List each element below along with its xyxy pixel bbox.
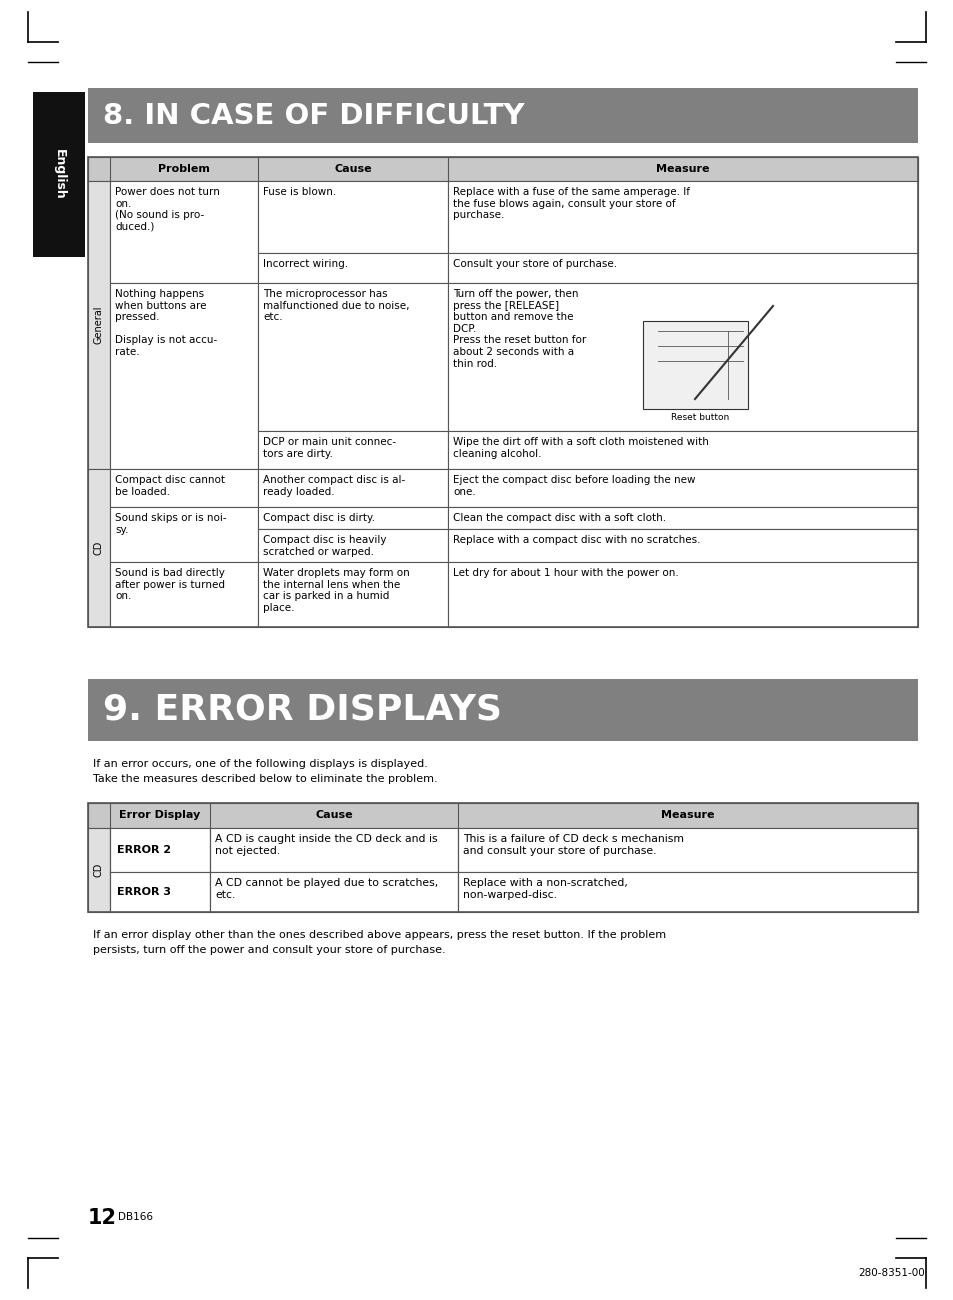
Text: 8. IN CASE OF DIFFICULTY: 8. IN CASE OF DIFFICULTY [103,101,524,130]
Bar [88,469,110,627]
Bar [210,872,457,913]
Bar [88,803,917,913]
Bar [88,157,917,181]
Bar [642,321,747,410]
Bar [257,507,448,529]
Text: Replace with a non-scratched,
non-warped-disc.: Replace with a non-scratched, non-warped… [462,878,627,900]
Text: A CD is caught inside the CD deck and is
not ejected.: A CD is caught inside the CD deck and is… [214,835,437,855]
Bar [88,181,110,469]
Bar [257,529,448,562]
Bar [448,254,917,283]
Bar [257,283,448,432]
Text: If an error occurs, one of the following displays is displayed.: If an error occurs, one of the following… [92,759,428,770]
Text: ERROR 3: ERROR 3 [117,887,171,897]
Bar [88,803,917,828]
Text: Let dry for about 1 hour with the power on.: Let dry for about 1 hour with the power … [453,568,678,578]
Text: Reset button: Reset button [671,413,729,423]
Text: This is a failure of CD deck s mechanism
and consult your store of purchase.: This is a failure of CD deck s mechanism… [462,835,683,855]
Bar [88,157,917,627]
Text: Replace with a fuse of the same amperage. If
the fuse blows again, consult your : Replace with a fuse of the same amperage… [453,187,689,220]
Text: ERROR 2: ERROR 2 [117,845,171,855]
Text: Eject the compact disc before loading the new
one.: Eject the compact disc before loading th… [453,474,695,497]
Text: Another compact disc is al-
ready loaded.: Another compact disc is al- ready loaded… [263,474,405,497]
Bar [448,432,917,469]
Text: Replace with a compact disc with no scratches.: Replace with a compact disc with no scra… [453,536,700,545]
Text: Cause: Cause [314,810,353,820]
Text: Compact disc is heavily
scratched or warped.: Compact disc is heavily scratched or war… [263,536,386,556]
Bar [457,872,917,913]
Text: Error Display: Error Display [119,810,200,820]
Bar [257,432,448,469]
Text: General: General [94,306,104,345]
Text: DB166: DB166 [118,1212,152,1222]
Text: Consult your store of purchase.: Consult your store of purchase. [453,259,617,269]
Text: Fuse is blown.: Fuse is blown. [263,187,335,198]
Text: 12: 12 [88,1208,117,1228]
Bar [448,283,917,432]
Text: Clean the compact disc with a soft cloth.: Clean the compact disc with a soft cloth… [453,514,665,523]
Text: Sound skips or is noi-
sy.: Sound skips or is noi- sy. [115,514,227,534]
Bar [210,828,457,872]
Text: Nothing happens
when buttons are
pressed.

Display is not accu-
rate.: Nothing happens when buttons are pressed… [115,289,217,358]
Bar [448,181,917,254]
Bar [110,181,257,283]
Bar [110,283,257,469]
Bar [110,562,257,627]
Bar [33,92,85,257]
Text: CD: CD [94,541,104,555]
Text: The microprocessor has
malfunctioned due to noise,
etc.: The microprocessor has malfunctioned due… [263,289,409,322]
Text: If an error display other than the ones described above appears, press the reset: If an error display other than the ones … [92,930,665,940]
Bar [257,469,448,507]
Bar [457,828,917,872]
Text: CD: CD [94,863,104,878]
Text: Problem: Problem [158,164,210,174]
Text: persists, turn off the power and consult your store of purchase.: persists, turn off the power and consult… [92,945,445,956]
Text: Power does not turn
on.
(No sound is pro-
duced.): Power does not turn on. (No sound is pro… [115,187,219,231]
Text: Incorrect wiring.: Incorrect wiring. [263,259,348,269]
Bar [88,679,917,741]
Bar [448,507,917,529]
Text: Compact disc cannot
be loaded.: Compact disc cannot be loaded. [115,474,225,497]
Text: Measure: Measure [660,810,714,820]
Text: Take the measures described below to eliminate the problem.: Take the measures described below to eli… [92,774,437,784]
Bar [88,88,917,143]
Text: Water droplets may form on
the internal lens when the
car is parked in a humid
p: Water droplets may form on the internal … [263,568,410,612]
Bar [448,562,917,627]
Text: Wipe the dirt off with a soft cloth moistened with
cleaning alcohol.: Wipe the dirt off with a soft cloth mois… [453,437,708,459]
Text: English: English [52,150,66,200]
Text: Cause: Cause [334,164,372,174]
Text: Turn off the power, then
press the [RELEASE]
button and remove the
DCP.
Press th: Turn off the power, then press the [RELE… [453,289,586,369]
Bar [88,828,110,913]
Text: Measure: Measure [656,164,709,174]
Bar [257,254,448,283]
Bar [257,181,448,254]
Bar [110,872,210,913]
Bar [257,562,448,627]
Text: 280-8351-00: 280-8351-00 [857,1268,923,1278]
Text: A CD cannot be played due to scratches,
etc.: A CD cannot be played due to scratches, … [214,878,437,900]
Bar [110,507,257,562]
Bar [448,469,917,507]
Bar [110,828,210,872]
Text: Sound is bad directly
after power is turned
on.: Sound is bad directly after power is tur… [115,568,225,601]
Text: 9. ERROR DISPLAYS: 9. ERROR DISPLAYS [103,693,501,727]
Bar [448,529,917,562]
Text: Compact disc is dirty.: Compact disc is dirty. [263,514,375,523]
Text: DCP or main unit connec-
tors are dirty.: DCP or main unit connec- tors are dirty. [263,437,395,459]
Bar [110,469,257,507]
